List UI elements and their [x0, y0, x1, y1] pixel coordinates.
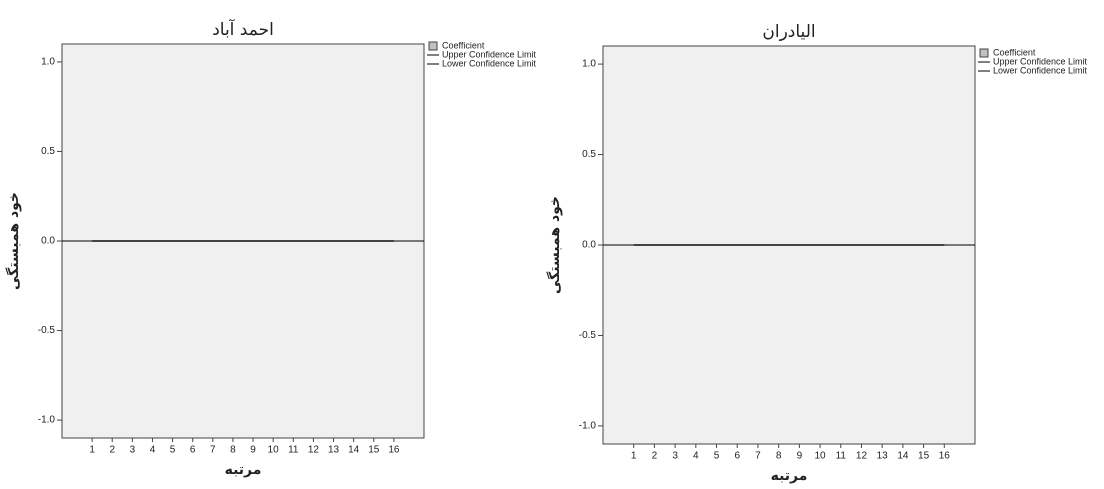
x-tick-label: 6: [190, 445, 196, 456]
x-tick-label: 4: [693, 451, 699, 462]
x-tick-label: 1: [631, 451, 637, 462]
x-tick-label: 4: [150, 445, 156, 456]
x-axis-label: مرتبه: [771, 468, 808, 484]
legend-label: Lower Confidence Limit: [442, 58, 537, 68]
x-tick-label: 2: [109, 445, 115, 456]
legend-swatch: [429, 42, 437, 50]
chart-title: الیادران: [762, 22, 815, 42]
y-tick-label: -0.5: [579, 330, 597, 341]
y-tick-label: 0.0: [582, 240, 596, 251]
x-tick-label: 12: [308, 445, 320, 456]
x-tick-label: 16: [939, 451, 951, 462]
legend-swatch: [980, 49, 988, 57]
x-tick-label: 16: [388, 445, 400, 456]
x-tick-label: 15: [368, 445, 380, 456]
y-tick-label: -1.0: [38, 415, 56, 426]
y-tick-label: -0.5: [38, 325, 56, 336]
x-tick-label: 7: [210, 445, 216, 456]
y-tick-label: 1.0: [582, 59, 596, 70]
x-tick-label: 8: [230, 445, 236, 456]
chart: الیادران مرتبه خود همبستگی -1.0 -0.5 0.0 0.5 1.…: [546, 22, 1088, 484]
x-tick-label: 14: [897, 451, 909, 462]
x-tick-label: 7: [755, 451, 761, 462]
x-tick-label: 9: [250, 445, 256, 456]
x-tick-label: 15: [918, 451, 930, 462]
x-axis-label: مرتبه: [225, 462, 262, 478]
chart: احمد آباد مرتبه خود همبستگی -1.0 -0.5 0.0 0.5 1…: [5, 18, 537, 478]
y-axis-label: خود همبستگی: [5, 192, 22, 290]
y-tick-label: 1.0: [41, 57, 55, 68]
x-tick-label: 5: [170, 445, 176, 456]
y-tick-label: -1.0: [579, 421, 597, 432]
x-tick-label: 10: [814, 451, 826, 462]
x-tick-label: 14: [348, 445, 360, 456]
x-tick-label: 13: [328, 445, 340, 456]
x-tick-label: 5: [714, 451, 720, 462]
x-tick-label: 1: [89, 445, 95, 456]
x-tick-label: 10: [268, 445, 280, 456]
x-tick-label: 11: [836, 451, 847, 462]
x-tick-label: 13: [877, 451, 889, 462]
x-tick-label: 11: [288, 445, 299, 456]
x-tick-label: 8: [776, 451, 782, 462]
y-axis-label: خود همبستگی: [546, 196, 563, 294]
y-tick-label: 0.5: [41, 146, 55, 157]
y-tick-label: 0.0: [41, 236, 55, 247]
x-tick-label: 3: [672, 451, 678, 462]
x-tick-label: 9: [797, 451, 803, 462]
chart-title: احمد آباد: [212, 18, 274, 40]
y-tick-label: 0.5: [582, 149, 596, 160]
page: احمد آباد مرتبه خود همبستگی -1.0 -0.5 0.0 0.5 1…: [0, 0, 1104, 489]
legend-label: Lower Confidence Limit: [993, 65, 1088, 75]
x-tick-label: 3: [130, 445, 136, 456]
x-tick-label: 12: [856, 451, 868, 462]
x-tick-label: 6: [734, 451, 740, 462]
x-tick-label: 2: [652, 451, 658, 462]
